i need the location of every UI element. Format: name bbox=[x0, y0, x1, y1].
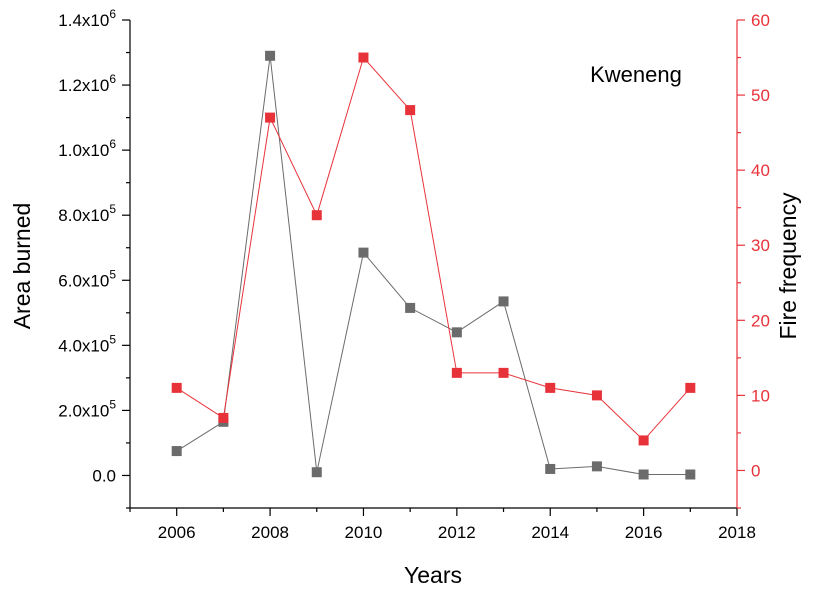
x-axis: 2006 2008 2010 2012 2014 2016 2018 bbox=[129, 508, 756, 542]
series-1-marker bbox=[405, 105, 416, 116]
series-1-marker bbox=[358, 52, 369, 63]
series-1-marker bbox=[311, 210, 322, 221]
y-axis-left-title: Area burned bbox=[9, 203, 35, 330]
y-left-tick-label: 6.0x105 bbox=[58, 267, 116, 290]
series-layer bbox=[171, 50, 696, 480]
x-tick-label: 2010 bbox=[345, 523, 383, 542]
series-0-marker bbox=[498, 296, 509, 307]
series-1-line bbox=[176, 56, 691, 442]
series-1-marker bbox=[451, 367, 462, 378]
series-1-marker bbox=[638, 435, 649, 446]
series-0-line bbox=[176, 55, 691, 475]
x-tick-label: 2018 bbox=[718, 523, 756, 542]
series-0-marker bbox=[171, 446, 182, 457]
y-left-tick-label: 1.0x106 bbox=[58, 137, 116, 160]
y-left-tick-label: 0.0 bbox=[92, 466, 116, 485]
x-tick-label: 2012 bbox=[438, 523, 476, 542]
series-0-marker bbox=[591, 461, 602, 472]
series-0-marker bbox=[451, 327, 462, 338]
series-0-marker bbox=[265, 50, 276, 61]
series-1-marker bbox=[545, 382, 556, 393]
series-1-marker bbox=[171, 382, 182, 393]
x-tick-label: 2008 bbox=[251, 523, 289, 542]
series-0-marker bbox=[405, 302, 416, 313]
y-left-tick-label: 4.0x105 bbox=[58, 332, 116, 355]
series-1-marker bbox=[498, 367, 509, 378]
y-axis-left: 0.0 2.0x105 4.0x105 6.0x105 8.0x105 1.0x106 1.… bbox=[58, 7, 130, 509]
y-right-tick-label: 50 bbox=[751, 86, 770, 105]
y-right-tick-label: 20 bbox=[751, 311, 770, 330]
series-0-marker bbox=[685, 469, 696, 480]
y-left-tick-label: 2.0x105 bbox=[58, 397, 116, 420]
y-axis-right-title: Fire frequency bbox=[775, 192, 801, 340]
y-right-tick-label: 30 bbox=[751, 236, 770, 255]
x-tick-label: 2006 bbox=[158, 523, 196, 542]
y-left-tick-label: 8.0x105 bbox=[58, 202, 116, 225]
series-0-marker bbox=[545, 463, 556, 474]
x-tick-label: 2016 bbox=[625, 523, 663, 542]
series-1-marker bbox=[591, 390, 602, 401]
y-right-tick-label: 40 bbox=[751, 161, 770, 180]
y-left-tick-label: 1.4x106 bbox=[58, 7, 116, 30]
plot-frame bbox=[129, 20, 738, 509]
y-right-tick-label: 60 bbox=[751, 11, 770, 30]
series-0-marker bbox=[311, 467, 322, 478]
chart-annotation: Kweneng bbox=[590, 62, 682, 87]
x-axis-title: Years bbox=[404, 562, 462, 588]
series-0-marker bbox=[638, 469, 649, 480]
y-right-tick-label: 10 bbox=[751, 386, 770, 405]
series-0-marker bbox=[358, 247, 369, 258]
series-1-marker bbox=[218, 412, 229, 423]
y-right-tick-label: 0 bbox=[751, 461, 760, 480]
y-left-tick-label: 1.2x106 bbox=[58, 72, 116, 95]
series-1-marker bbox=[685, 382, 696, 393]
y-axis-right: 0 10 20 30 40 50 60 bbox=[737, 11, 770, 509]
series-1-marker bbox=[265, 112, 276, 123]
x-tick-label: 2014 bbox=[531, 523, 569, 542]
